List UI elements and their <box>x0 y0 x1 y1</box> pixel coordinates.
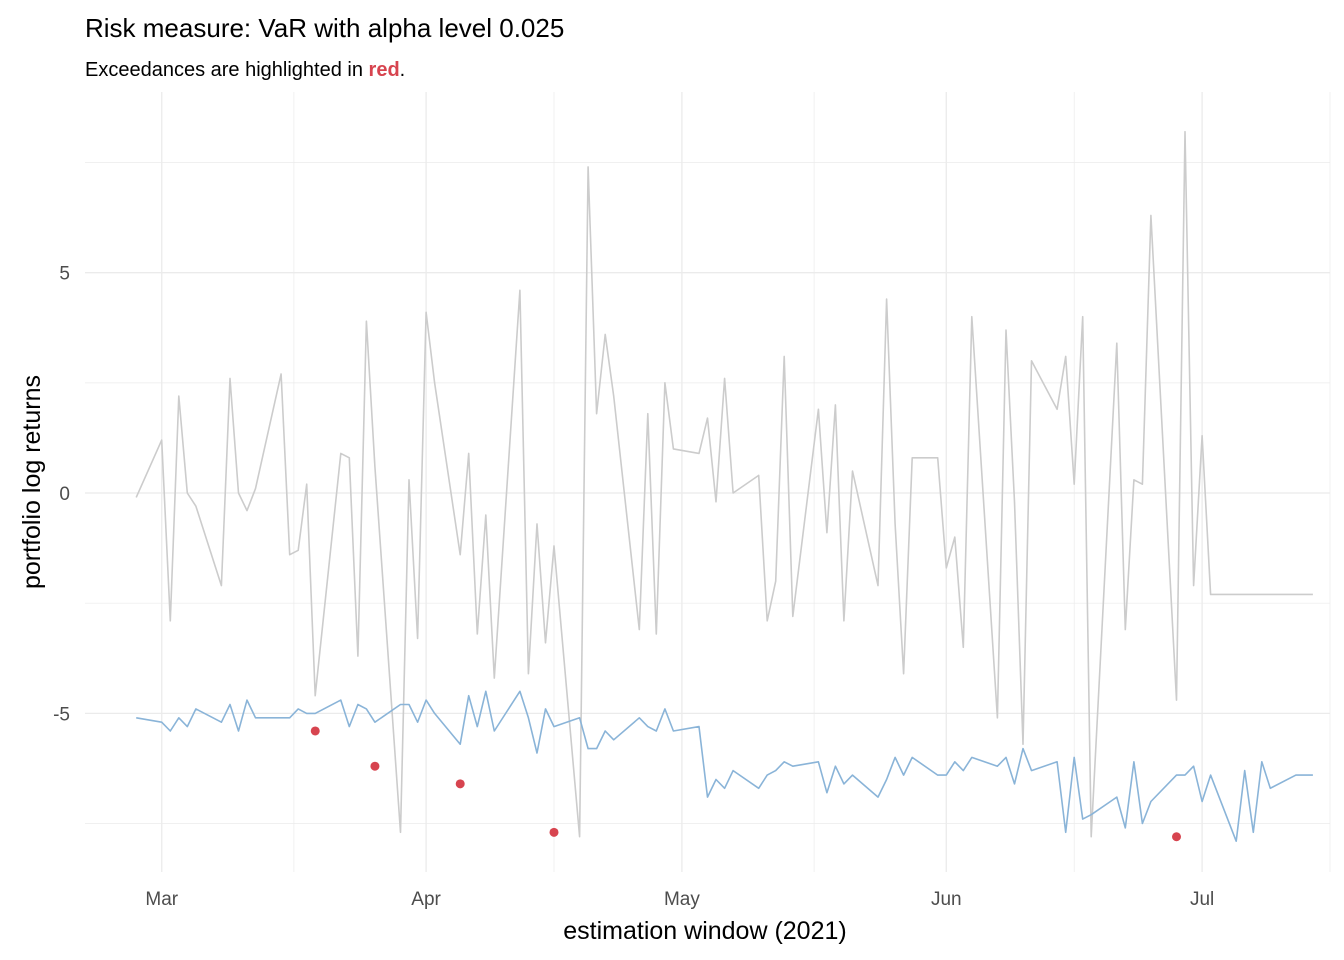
x-axis-ticks: Mar Apr May Jun Jul <box>145 889 1214 910</box>
y-axis-ticks: -5 0 5 <box>53 264 70 726</box>
grid-major <box>85 92 1330 872</box>
y-tick-label: 0 <box>59 484 70 505</box>
x-tick-label: Jun <box>931 889 962 910</box>
x-tick-label: May <box>664 889 700 910</box>
exceedance-points <box>310 726 1182 842</box>
exceedance-point <box>370 761 380 771</box>
x-axis-title: estimation window (2021) <box>563 917 846 945</box>
series-line-returns <box>135 130 1313 838</box>
x-tick-label: Jul <box>1190 889 1214 910</box>
y-tick-label: -5 <box>53 704 70 725</box>
chart-title: Risk measure: VaR with alpha level 0.025 <box>85 13 564 43</box>
x-tick-label: Mar <box>145 889 178 910</box>
y-tick-label: 5 <box>59 264 70 285</box>
subtitle-suffix: . <box>400 59 406 81</box>
subtitle-prefix: Exceedances are highlighted in <box>85 59 369 81</box>
x-tick-label: Apr <box>411 889 441 910</box>
exceedance-point <box>1172 832 1182 842</box>
grid-minor <box>85 92 1331 872</box>
series-line-var <box>136 690 1313 842</box>
subtitle-highlight: red <box>369 59 400 81</box>
exceedance-point <box>310 726 320 736</box>
chart-subtitle: Exceedances are highlighted in red. <box>85 59 405 81</box>
exceedance-point <box>549 827 559 837</box>
y-axis-title: portfolio log returns <box>18 375 46 589</box>
series-layer <box>135 130 1313 842</box>
exceedance-point <box>455 779 465 789</box>
